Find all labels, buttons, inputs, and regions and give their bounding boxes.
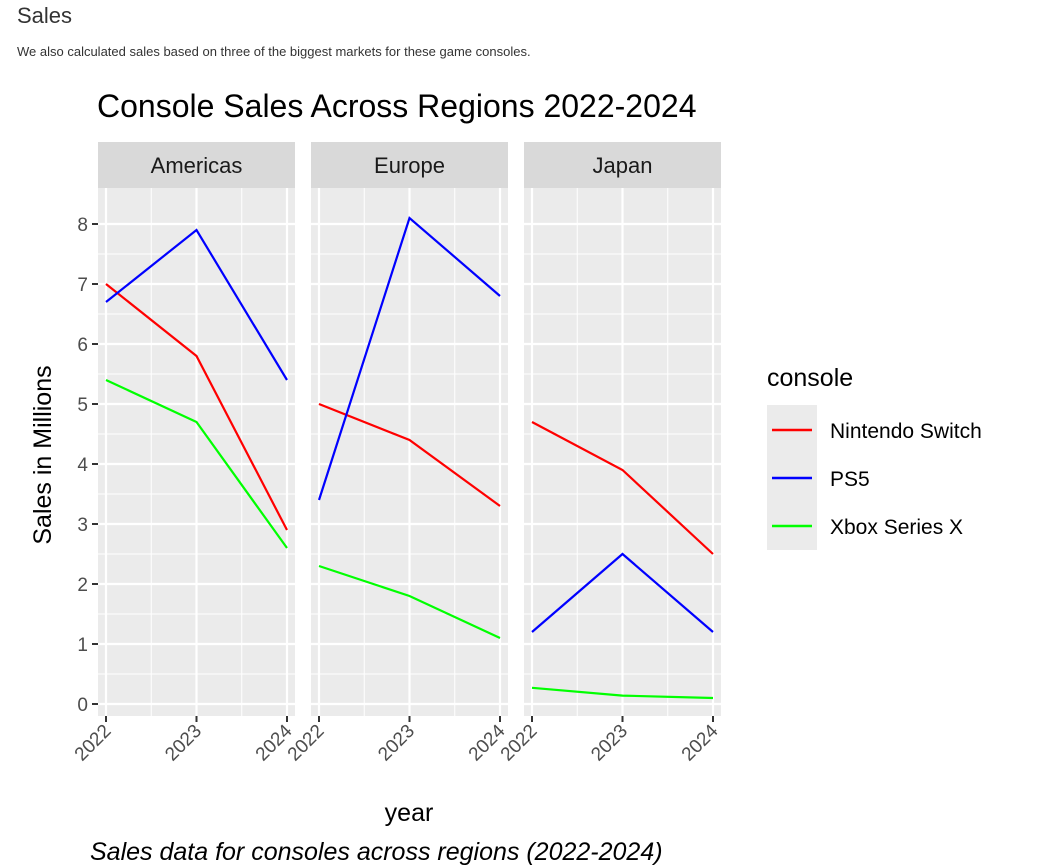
facet-strip xyxy=(98,142,295,188)
y-tick-label: 7 xyxy=(77,275,88,296)
facet-strip xyxy=(311,142,508,188)
chart-caption: Sales data for consoles across regions (… xyxy=(90,838,663,866)
x-axis-title: year xyxy=(385,799,434,827)
y-tick-label: 6 xyxy=(77,335,88,356)
y-axis-title: Sales in Millions xyxy=(29,365,57,544)
x-tick-label: 2022 xyxy=(497,721,542,766)
x-tick-label: 2023 xyxy=(374,721,419,766)
legend-label: Nintendo Switch xyxy=(830,420,982,443)
section-heading: Sales xyxy=(17,3,73,28)
section-intro: We also calculated sales based on three … xyxy=(17,44,531,59)
y-tick-label: 4 xyxy=(77,455,88,476)
series-line xyxy=(317,216,501,501)
x-tick-label: 2024 xyxy=(678,720,723,765)
x-tick-label: 2022 xyxy=(71,721,116,766)
legend-title: console xyxy=(767,364,853,392)
facet-label: Europe xyxy=(374,153,445,178)
series-line xyxy=(531,421,714,555)
series-line xyxy=(105,379,288,549)
series-line xyxy=(105,283,288,531)
series-line xyxy=(318,402,501,507)
chart-title: Console Sales Across Regions 2022-2024 xyxy=(97,88,696,124)
y-tick-label: 5 xyxy=(77,395,88,416)
series-line xyxy=(105,228,288,381)
series-line xyxy=(531,552,714,633)
x-tick-label: 2022 xyxy=(284,721,329,766)
legend-label: PS5 xyxy=(830,468,870,491)
series-line xyxy=(531,686,714,700)
facet-label: Japan xyxy=(593,153,653,178)
y-tick-label: 8 xyxy=(77,215,88,236)
y-tick-label: 0 xyxy=(77,695,88,716)
x-tick-label: 2023 xyxy=(587,721,632,766)
y-tick-label: 1 xyxy=(77,635,88,656)
facet-label: Americas xyxy=(151,153,243,178)
legend-label: Xbox Series X xyxy=(830,516,963,539)
facet-strip xyxy=(524,142,721,188)
y-tick-label: 3 xyxy=(77,515,88,536)
x-tick-label: 2023 xyxy=(161,721,206,766)
y-tick-label: 2 xyxy=(77,575,88,596)
series-line xyxy=(318,564,501,639)
